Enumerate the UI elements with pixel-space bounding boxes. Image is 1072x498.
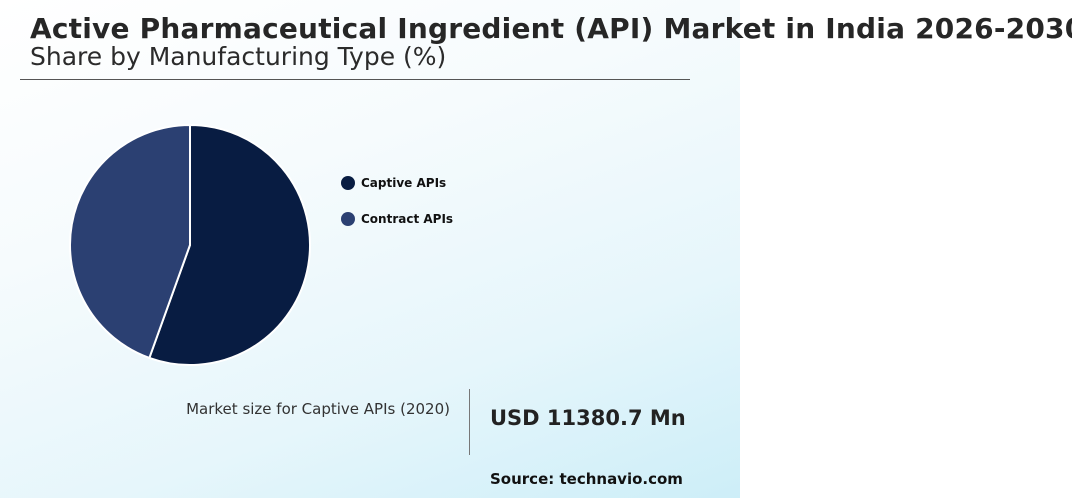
legend: Captive APIs Contract APIs [341, 174, 453, 246]
legend-label-captive-apis: Captive APIs [361, 176, 447, 190]
pie-slice-contract-apis [69, 123, 191, 360]
title-divider [20, 79, 690, 80]
chart-subtitle: Share by Manufacturing Type (%) [30, 42, 447, 71]
legend-item-captive-apis: Captive APIs [341, 174, 453, 192]
legend-item-contract-apis: Contract APIs [341, 210, 453, 228]
pie-slice-captive-apis [148, 123, 311, 366]
source-credit: Source: technavio.com [490, 470, 683, 488]
market-size-value: USD 11380.7 Mn [490, 406, 686, 430]
stat-divider [469, 389, 470, 455]
legend-swatch-captive-apis [341, 176, 355, 190]
pie-chart [69, 123, 311, 366]
chart-title: Active Pharmaceutical Ingredient (API) M… [30, 12, 1072, 45]
legend-label-contract-apis: Contract APIs [361, 212, 454, 226]
legend-swatch-contract-apis [341, 212, 355, 226]
market-size-label: Market size for Captive APIs (2020) [186, 400, 450, 418]
